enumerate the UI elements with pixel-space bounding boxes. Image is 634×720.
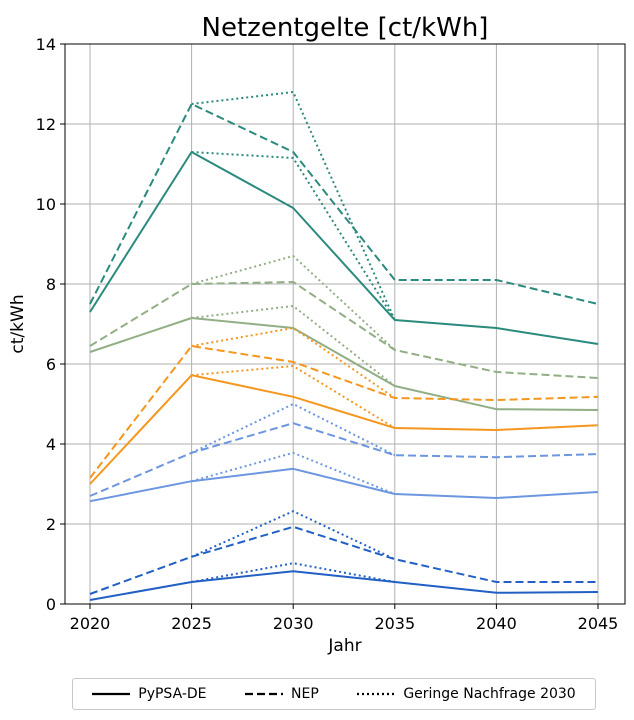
legend-item-geringe-nachfrage: Geringe Nachfrage 2030: [357, 686, 576, 702]
y-tick-label: 12: [36, 115, 56, 134]
x-axis-label: Jahr: [327, 636, 361, 656]
x-tick-label: 2040: [476, 614, 517, 633]
y-tick-label: 10: [36, 195, 56, 214]
y-tick-label: 6: [46, 355, 56, 374]
y-axis-label: ct/kWh: [8, 294, 28, 353]
legend-label: Geringe Nachfrage 2030: [403, 686, 576, 702]
y-tick-label: 4: [46, 435, 56, 454]
series-line-dotted-6: [191, 255, 396, 351]
legend-label: NEP: [291, 686, 319, 702]
series-lines: [89, 91, 599, 601]
series-line-dashed-5: [89, 281, 599, 379]
chart-title: Netzentgelte [ct/kWh]: [202, 13, 489, 43]
legend-swatch-dotted: [357, 692, 396, 696]
x-tick-label: 2020: [70, 614, 111, 633]
legend: PyPSA-DE NEP Geringe Nachfrage 2030: [72, 678, 596, 710]
plot-frame: [64, 43, 626, 605]
y-tick-label: 8: [46, 275, 56, 294]
grid-lines: [65, 43, 625, 605]
series-line-dotted-3: [191, 151, 396, 321]
series-line-dashed-13: [89, 422, 599, 497]
x-tick-label: 2045: [578, 614, 619, 633]
series-line-solid-0: [89, 151, 599, 345]
series-line-dotted-10: [191, 327, 396, 399]
y-tick-label: 2: [46, 515, 56, 534]
series-line-solid-4: [89, 317, 599, 411]
series-line-solid-8: [89, 374, 599, 485]
series-line-solid-12: [89, 467, 599, 503]
legend-label: PyPSA-DE: [138, 686, 207, 702]
series-line-dashed-1: [89, 103, 599, 305]
series-line-dotted-18: [191, 510, 396, 561]
series-line-dashed-17: [89, 525, 598, 595]
legend-swatch-solid: [92, 692, 131, 696]
x-axis: 2020 2025 2030 2035 2040 2045: [70, 604, 619, 633]
x-tick-label: 2030: [273, 614, 314, 633]
y-tick-label: 14: [36, 35, 56, 54]
series-line-dashed-9: [89, 345, 599, 479]
legend-item-nep: NEP: [245, 686, 319, 702]
line-chart: Netzentgelte [ct/kWh] 2020 2025 2030 2035 20…: [8, 13, 626, 656]
legend-item-pypsa: PyPSA-DE: [92, 686, 207, 702]
x-tick-label: 2025: [171, 614, 212, 633]
y-axis: 0 2 4 6 8 10 12 14: [36, 35, 65, 614]
series-line-dotted-15: [191, 451, 396, 495]
legend-swatch-dashed: [245, 692, 284, 696]
x-tick-label: 2035: [374, 614, 415, 633]
series-line-solid-16: [89, 570, 599, 601]
y-tick-label: 0: [46, 595, 56, 614]
series-line-dotted-11: [191, 365, 396, 429]
